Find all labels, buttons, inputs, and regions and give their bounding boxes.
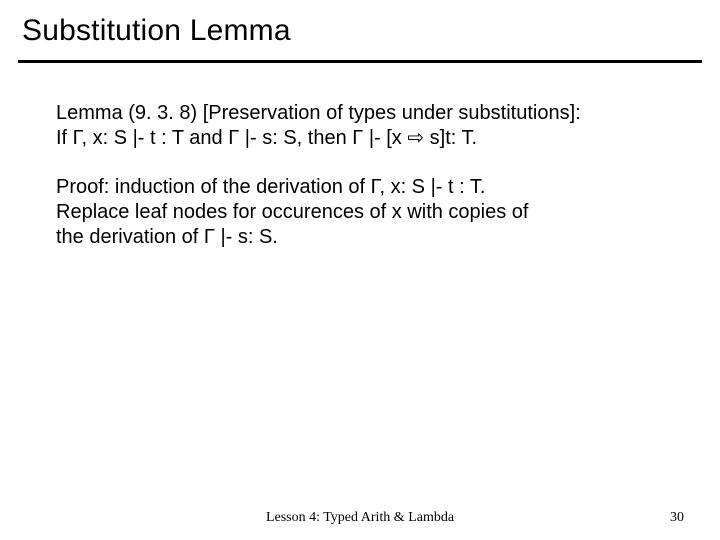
proof-line-3: the derivation of Γ |- s: S. (56, 225, 672, 250)
slide-footer: Lesson 4: Typed Arith & Lambda (0, 510, 720, 526)
proof-line-2: Replace leaf nodes for occurences of x w… (56, 200, 672, 225)
lemma-heading: Lemma (9. 3. 8) [Preservation of types u… (56, 101, 672, 126)
lemma-paragraph: Lemma (9. 3. 8) [Preservation of types u… (56, 101, 672, 151)
proof-line-1: Proof: induction of the derivation of Γ,… (56, 175, 672, 200)
lemma-statement: If Γ, x: S |- t : T and Γ |- s: S, then … (56, 126, 672, 151)
page-number: 30 (670, 510, 684, 526)
slide-title: Substitution Lemma (22, 14, 702, 48)
proof-paragraph: Proof: induction of the derivation of Γ,… (56, 175, 672, 250)
footer-center-text: Lesson 4: Typed Arith & Lambda (266, 510, 454, 526)
slide-body: Lemma (9. 3. 8) [Preservation of types u… (0, 63, 720, 250)
